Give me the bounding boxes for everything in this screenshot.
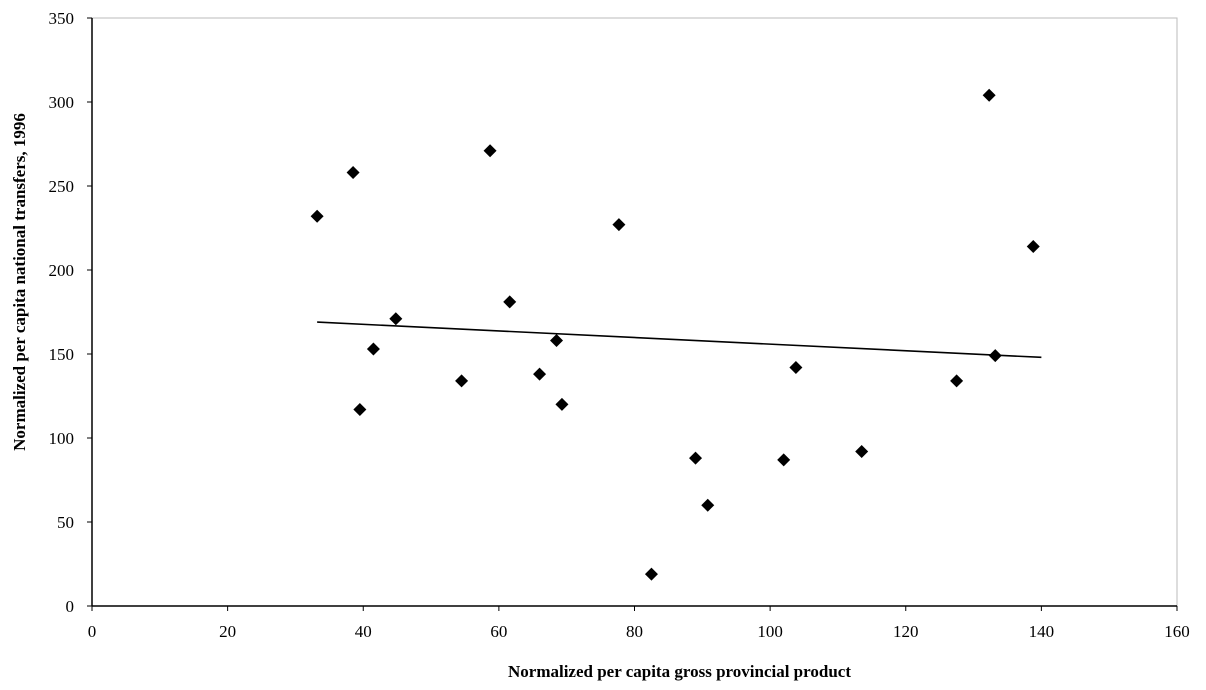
x-tick-label: 0 <box>88 622 97 641</box>
data-point <box>612 218 626 232</box>
x-tick-label: 20 <box>219 622 236 641</box>
y-axis-ticks: 0 50 100 150 200 250 300 350 <box>49 9 92 616</box>
y-tick-label: 100 <box>49 429 75 448</box>
data-point <box>310 209 324 223</box>
data-point <box>789 360 803 374</box>
x-tick-label: 120 <box>893 622 919 641</box>
data-point <box>366 342 380 356</box>
plot-area-frame <box>91 17 1178 607</box>
x-tick-label: 80 <box>626 622 643 641</box>
y-tick-label: 200 <box>49 261 75 280</box>
trend-line <box>317 321 1042 359</box>
x-tick-label: 140 <box>1029 622 1055 641</box>
y-tick-label: 250 <box>49 177 75 196</box>
x-tick-label: 40 <box>355 622 372 641</box>
data-points <box>310 88 1040 581</box>
data-point <box>555 397 569 411</box>
data-point <box>950 374 964 388</box>
y-axis-title: Normalized per capita national transfers… <box>10 113 29 451</box>
data-point <box>389 312 403 326</box>
x-axis-title: Normalized per capita gross provincial p… <box>508 662 851 681</box>
y-tick-label: 50 <box>57 513 74 532</box>
data-point <box>1026 239 1040 253</box>
data-point <box>701 498 715 512</box>
x-tick-label: 160 <box>1164 622 1190 641</box>
y-tick-label: 0 <box>66 597 75 616</box>
y-tick-label: 300 <box>49 93 75 112</box>
y-tick-label: 150 <box>49 345 75 364</box>
data-point <box>777 453 791 467</box>
data-point <box>550 334 564 348</box>
x-tick-label: 60 <box>490 622 507 641</box>
data-point <box>644 567 658 581</box>
data-point <box>353 402 367 416</box>
data-point <box>346 166 360 180</box>
data-point <box>855 444 869 458</box>
data-point <box>483 144 497 158</box>
data-point <box>533 367 547 381</box>
x-tick-label: 100 <box>757 622 783 641</box>
x-axis-ticks: 0 20 40 60 80 100 120 140 160 <box>88 606 1190 641</box>
y-tick-label: 350 <box>49 9 75 28</box>
data-point <box>503 295 517 309</box>
data-point <box>689 451 703 465</box>
data-point <box>455 374 469 388</box>
data-point <box>982 88 996 102</box>
data-point <box>988 349 1002 363</box>
